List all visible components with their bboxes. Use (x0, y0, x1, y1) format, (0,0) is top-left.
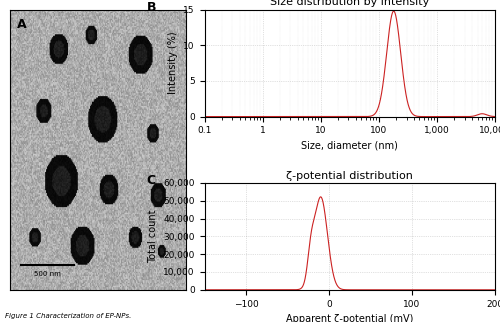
Title: ζ-potential distribution: ζ-potential distribution (286, 171, 414, 181)
Y-axis label: Total count: Total count (148, 210, 158, 263)
X-axis label: Size, diameter (nm): Size, diameter (nm) (302, 141, 398, 151)
Title: Size distribution by intensity: Size distribution by intensity (270, 0, 430, 7)
X-axis label: Apparent ζ-potential (mV): Apparent ζ-potential (mV) (286, 314, 414, 322)
Text: A: A (17, 18, 26, 31)
Text: C: C (146, 174, 156, 187)
Text: 500 nm: 500 nm (34, 271, 61, 277)
Text: Figure 1 Characterization of EP-NPs.: Figure 1 Characterization of EP-NPs. (5, 313, 132, 319)
Text: B: B (146, 1, 156, 14)
Y-axis label: Intensity (%): Intensity (%) (168, 32, 178, 94)
